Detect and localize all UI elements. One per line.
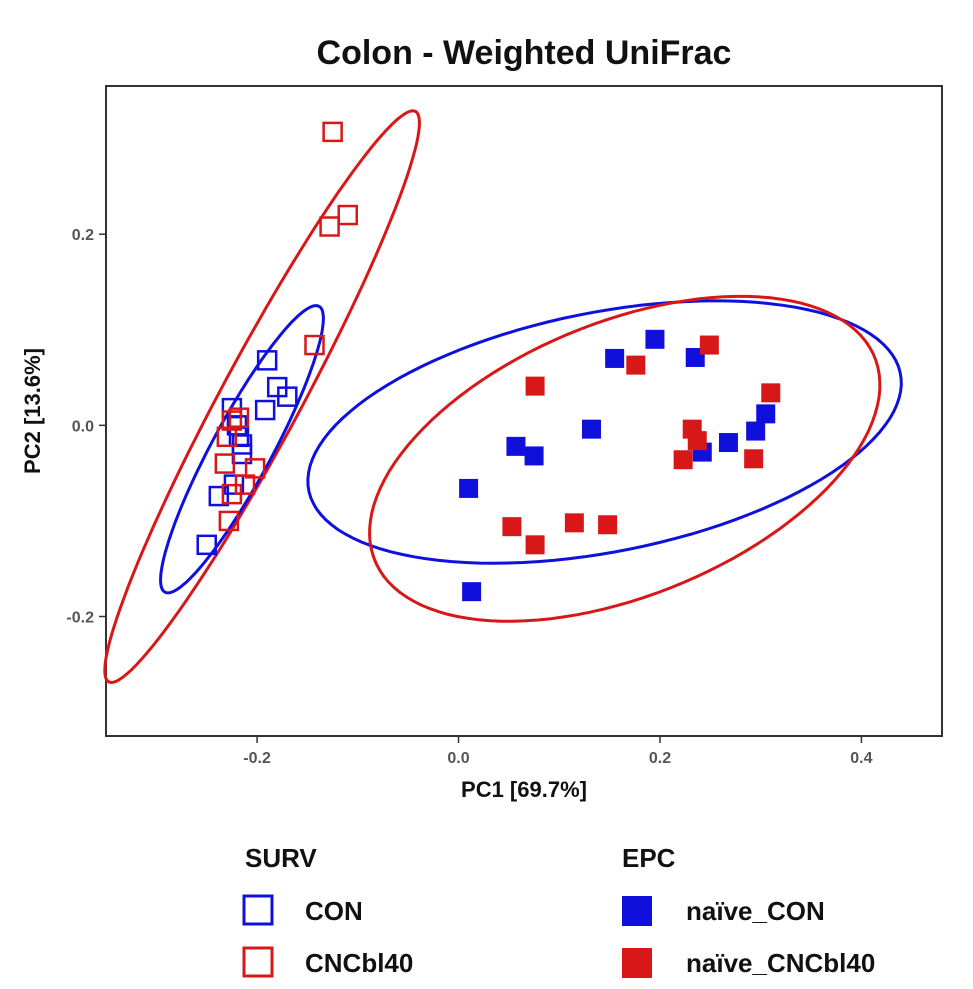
y-axis: -0.2 0.0 0.2 xyxy=(66,227,106,627)
ellipse-cncbl40 xyxy=(103,109,421,685)
point-cncbl40 xyxy=(218,510,240,532)
legend-swatch-cncbl40 xyxy=(242,946,274,978)
legend-epc-title: EPC xyxy=(622,843,676,873)
point-cncbl40 xyxy=(337,204,358,226)
point-na-ve-cncbl40 xyxy=(626,355,646,375)
point-cncbl40 xyxy=(221,410,243,431)
point-cncbl40 xyxy=(304,334,325,356)
point-na-ve-con xyxy=(645,329,665,349)
legend-swatch-naive-con xyxy=(622,896,652,926)
point-na-ve-con xyxy=(581,419,601,439)
chart-title: Colon - Weighted UniFrac xyxy=(317,34,732,72)
point-con xyxy=(208,485,230,507)
point-na-ve-cncbl40 xyxy=(564,513,584,533)
point-cncbl40 xyxy=(322,121,343,143)
point-cncbl40 xyxy=(221,483,243,505)
point-na-ve-cncbl40 xyxy=(525,535,545,555)
point-con xyxy=(256,350,278,371)
point-na-ve-con xyxy=(506,436,526,456)
point-na-ve-con xyxy=(718,433,738,453)
y-tick-label: 0.0 xyxy=(72,418,94,435)
x-tick-label: -0.2 xyxy=(243,750,271,767)
point-na-ve-con xyxy=(756,404,776,424)
point-na-ve-cncbl40 xyxy=(761,383,781,403)
data-points xyxy=(196,121,781,602)
confidence-ellipses xyxy=(103,109,903,685)
point-cncbl40 xyxy=(228,407,250,428)
point-cncbl40 xyxy=(216,426,238,448)
y-axis-title: PC2 [13.6%] xyxy=(20,348,45,474)
point-con xyxy=(277,386,298,407)
legend-label-naive-con: naïve_CON xyxy=(686,896,825,926)
legend-label-naive-cncbl40: naïve_CNCbl40 xyxy=(686,948,875,978)
x-tick-label: 0.0 xyxy=(447,750,469,767)
x-tick-label: 0.4 xyxy=(850,750,872,767)
point-na-ve-con xyxy=(746,421,766,441)
point-con xyxy=(254,399,276,421)
plot-panel xyxy=(105,85,943,737)
point-na-ve-con xyxy=(605,348,625,368)
x-axis: -0.2 0.0 0.2 0.4 xyxy=(243,736,873,767)
point-na-ve-cncbl40 xyxy=(699,335,719,355)
legend-surv-title: SURV xyxy=(245,843,317,873)
y-tick-label: 0.2 xyxy=(72,227,94,244)
ellipse-na-ve-con xyxy=(306,299,903,565)
point-na-ve-con xyxy=(459,478,479,498)
legend: SURV CON CNCbl40 EPC naïve_CON naïve_CNC… xyxy=(242,843,875,978)
ellipse-na-ve-cncbl40 xyxy=(368,294,882,623)
x-tick-label: 0.2 xyxy=(649,750,671,767)
point-na-ve-cncbl40 xyxy=(502,517,522,537)
legend-label-cncbl40: CNCbl40 xyxy=(305,948,413,978)
point-na-ve-con xyxy=(524,446,544,466)
point-na-ve-cncbl40 xyxy=(598,515,618,535)
legend-label-con: CON xyxy=(305,896,363,926)
y-tick-label: -0.2 xyxy=(66,610,94,627)
point-cncbl40 xyxy=(319,216,340,237)
point-na-ve-cncbl40 xyxy=(744,449,764,469)
point-na-ve-cncbl40 xyxy=(525,376,545,396)
point-na-ve-cncbl40 xyxy=(687,431,707,451)
point-cncbl40 xyxy=(214,453,236,474)
point-na-ve-cncbl40 xyxy=(673,450,693,470)
point-na-ve-con xyxy=(462,582,482,602)
legend-swatch-naive-cncbl40 xyxy=(622,948,652,978)
x-axis-title: PC1 [69.7%] xyxy=(461,777,587,802)
legend-swatch-con xyxy=(242,894,274,926)
point-con xyxy=(196,534,217,556)
